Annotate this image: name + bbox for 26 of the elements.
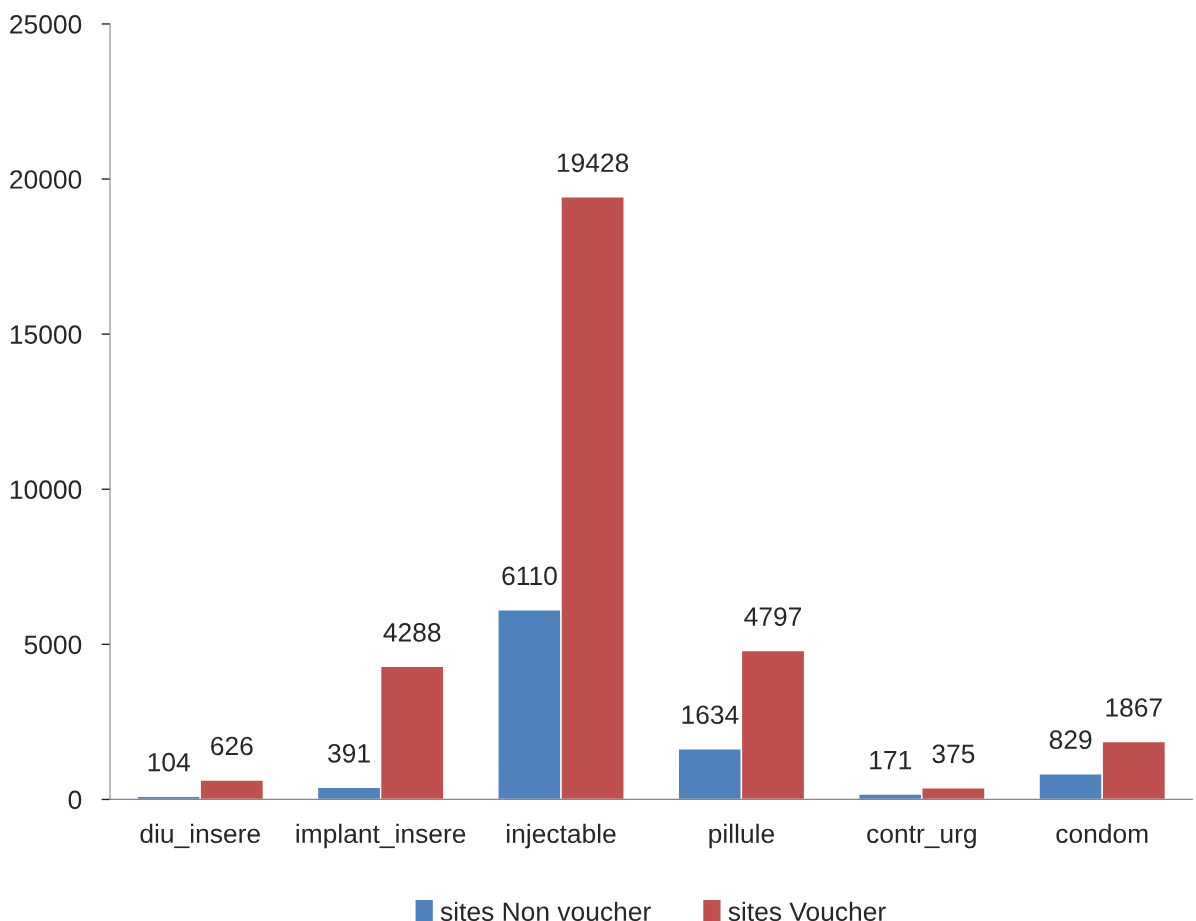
data-label: 626 <box>211 736 253 756</box>
x-tick-label: pillule <box>709 823 774 849</box>
data-label: 6110 <box>502 566 557 586</box>
data-label: 104 <box>148 752 190 772</box>
data-label: 375 <box>932 744 975 764</box>
x-tick-label: injectable <box>507 823 616 849</box>
data-label: 19428 <box>557 153 629 173</box>
y-tick-label: 25000 <box>10 15 82 34</box>
y-tick-label: 5000 <box>24 635 82 655</box>
legend-label: sites Voucher <box>728 901 886 921</box>
y-tick-label: 10000 <box>10 480 82 500</box>
legend-label: sites Non voucher <box>440 901 651 921</box>
y-tick-label: 20000 <box>10 170 82 189</box>
data-label: 1634 <box>682 705 739 725</box>
x-tick-label: diu_insere <box>140 823 260 849</box>
data-label: 391 <box>328 743 370 763</box>
data-label: 1867 <box>1106 698 1162 717</box>
x-tick-label: implant_insere <box>296 823 466 849</box>
x-tick-label: condom <box>1056 823 1148 844</box>
x-tick-label: contr_urg <box>867 825 976 849</box>
y-tick-label: 15000 <box>10 325 82 344</box>
data-label: 829 <box>1049 730 1092 750</box>
data-label: 4288 <box>383 623 441 642</box>
data-label: 171 <box>870 751 911 770</box>
data-label: 4797 <box>744 607 802 626</box>
y-tick-label: 0 <box>68 790 82 810</box>
